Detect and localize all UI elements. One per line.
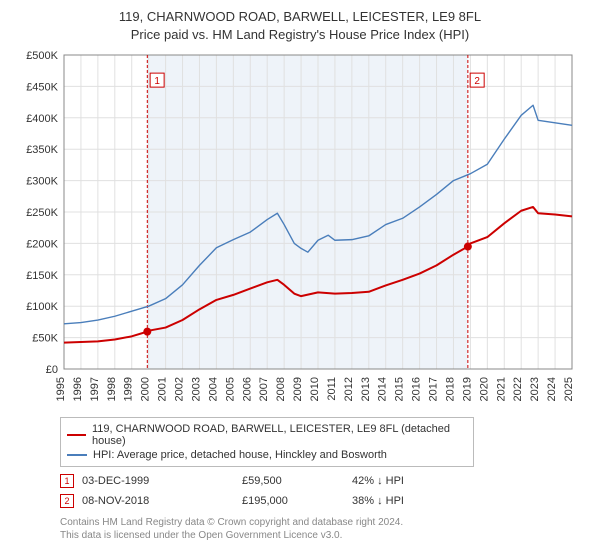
svg-text:2021: 2021 <box>495 377 507 401</box>
title-line-1: 119, CHARNWOOD ROAD, BARWELL, LEICESTER,… <box>16 8 584 26</box>
svg-text:2001: 2001 <box>157 377 169 401</box>
svg-text:2018: 2018 <box>444 377 456 401</box>
svg-text:£400K: £400K <box>26 113 58 125</box>
svg-text:£0: £0 <box>46 364 58 376</box>
svg-text:2010: 2010 <box>309 377 321 401</box>
chart-title: 119, CHARNWOOD ROAD, BARWELL, LEICESTER,… <box>16 8 584 43</box>
event-row: 2 08-NOV-2018£195,00038% ↓ HPI <box>60 491 574 511</box>
svg-text:2025: 2025 <box>563 377 575 401</box>
svg-text:2023: 2023 <box>529 377 541 401</box>
svg-text:2008: 2008 <box>275 377 287 401</box>
svg-text:£100K: £100K <box>26 301 58 313</box>
footer-attribution: Contains HM Land Registry data © Crown c… <box>60 517 574 542</box>
svg-text:2000: 2000 <box>140 377 152 401</box>
svg-text:£200K: £200K <box>26 238 58 250</box>
svg-text:2011: 2011 <box>326 377 338 401</box>
svg-text:£250K: £250K <box>26 207 58 219</box>
svg-text:2004: 2004 <box>207 377 219 401</box>
svg-text:1999: 1999 <box>123 377 135 401</box>
legend-item: 119, CHARNWOOD ROAD, BARWELL, LEICESTER,… <box>67 422 467 448</box>
svg-text:2017: 2017 <box>428 377 440 401</box>
svg-text:2015: 2015 <box>394 377 406 401</box>
svg-text:2019: 2019 <box>461 377 473 401</box>
legend-label: 119, CHARNWOOD ROAD, BARWELL, LEICESTER,… <box>92 423 467 447</box>
event-row: 1 03-DEC-1999£59,50042% ↓ HPI <box>60 471 574 491</box>
svg-text:2: 2 <box>474 76 480 87</box>
event-table: 1 03-DEC-1999£59,50042% ↓ HPI 2 08-NOV-2018… <box>60 471 574 511</box>
svg-text:2005: 2005 <box>224 377 236 401</box>
svg-text:2012: 2012 <box>343 377 355 401</box>
event-delta: 38% ↓ HPI <box>352 495 472 507</box>
svg-text:2002: 2002 <box>174 377 186 401</box>
legend: 119, CHARNWOOD ROAD, BARWELL, LEICESTER,… <box>60 417 474 467</box>
svg-text:2006: 2006 <box>241 377 253 401</box>
svg-text:2022: 2022 <box>512 377 524 401</box>
svg-text:2020: 2020 <box>478 377 490 401</box>
svg-text:£50K: £50K <box>32 333 58 345</box>
event-price: £195,000 <box>242 495 352 507</box>
svg-text:1: 1 <box>154 76 160 87</box>
svg-text:1997: 1997 <box>89 377 101 401</box>
svg-text:2003: 2003 <box>190 377 202 401</box>
chart-container: 119, CHARNWOOD ROAD, BARWELL, LEICESTER,… <box>0 0 600 546</box>
svg-text:£300K: £300K <box>26 176 58 188</box>
event-price: £59,500 <box>242 475 352 487</box>
svg-text:2014: 2014 <box>377 377 389 401</box>
event-delta: 42% ↓ HPI <box>352 475 472 487</box>
svg-text:2013: 2013 <box>360 377 372 401</box>
title-line-2: Price paid vs. HM Land Registry's House … <box>16 26 584 44</box>
svg-text:2024: 2024 <box>546 377 558 401</box>
svg-text:1996: 1996 <box>72 377 84 401</box>
svg-text:£450K: £450K <box>26 81 58 93</box>
legend-label: HPI: Average price, detached house, Hinc… <box>93 449 387 461</box>
svg-text:1998: 1998 <box>106 377 118 401</box>
legend-swatch <box>67 454 87 456</box>
event-number-box: 2 <box>60 494 74 508</box>
footer-line-1: Contains HM Land Registry data © Crown c… <box>60 517 574 530</box>
legend-swatch <box>67 434 86 436</box>
event-date: 03-DEC-1999 <box>82 475 242 487</box>
legend-item: HPI: Average price, detached house, Hinc… <box>67 448 467 462</box>
svg-text:2007: 2007 <box>258 377 270 401</box>
event-date: 08-NOV-2018 <box>82 495 242 507</box>
svg-text:£500K: £500K <box>26 50 58 62</box>
svg-text:2009: 2009 <box>292 377 304 401</box>
svg-text:£350K: £350K <box>26 144 58 156</box>
svg-text:1995: 1995 <box>55 377 67 401</box>
svg-text:£150K: £150K <box>26 270 58 282</box>
footer-line-2: This data is licensed under the Open Gov… <box>60 530 574 543</box>
event-number-box: 1 <box>60 474 74 488</box>
svg-text:2016: 2016 <box>411 377 423 401</box>
price-chart: £0 £50K £100K £150K £200K £250K £300K £350K £400… <box>20 49 580 409</box>
